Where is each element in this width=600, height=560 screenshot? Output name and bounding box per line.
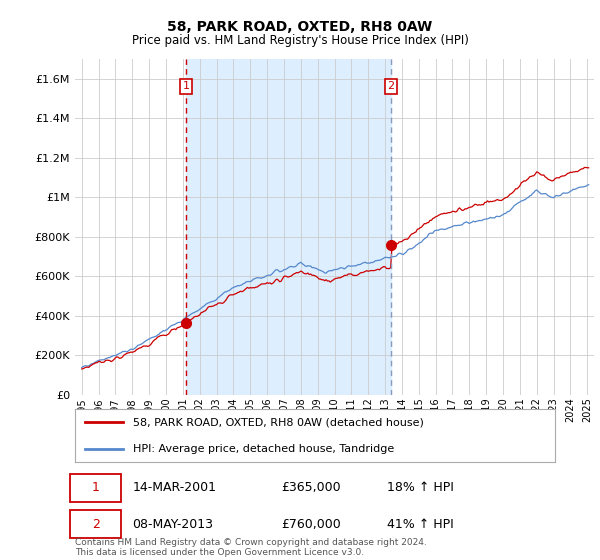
Text: 1: 1 (92, 481, 100, 494)
Text: 58, PARK ROAD, OXTED, RH8 0AW (detached house): 58, PARK ROAD, OXTED, RH8 0AW (detached … (133, 417, 424, 427)
Text: £365,000: £365,000 (281, 481, 341, 494)
FancyBboxPatch shape (70, 474, 121, 502)
Text: 14-MAR-2001: 14-MAR-2001 (133, 481, 217, 494)
Text: £760,000: £760,000 (281, 517, 341, 531)
Text: Contains HM Land Registry data © Crown copyright and database right 2024.
This d: Contains HM Land Registry data © Crown c… (75, 538, 427, 557)
FancyBboxPatch shape (70, 510, 121, 538)
Bar (186, 59, 391, 395)
Text: 2: 2 (388, 81, 395, 91)
Text: 58, PARK ROAD, OXTED, RH8 0AW: 58, PARK ROAD, OXTED, RH8 0AW (167, 20, 433, 34)
Text: 1: 1 (183, 81, 190, 91)
Text: Price paid vs. HM Land Registry's House Price Index (HPI): Price paid vs. HM Land Registry's House … (131, 34, 469, 46)
Text: 18% ↑ HPI: 18% ↑ HPI (387, 481, 454, 494)
Text: HPI: Average price, detached house, Tandridge: HPI: Average price, detached house, Tand… (133, 444, 394, 454)
Text: 2: 2 (92, 517, 100, 531)
Text: 41% ↑ HPI: 41% ↑ HPI (387, 517, 454, 531)
Text: 08-MAY-2013: 08-MAY-2013 (133, 517, 214, 531)
